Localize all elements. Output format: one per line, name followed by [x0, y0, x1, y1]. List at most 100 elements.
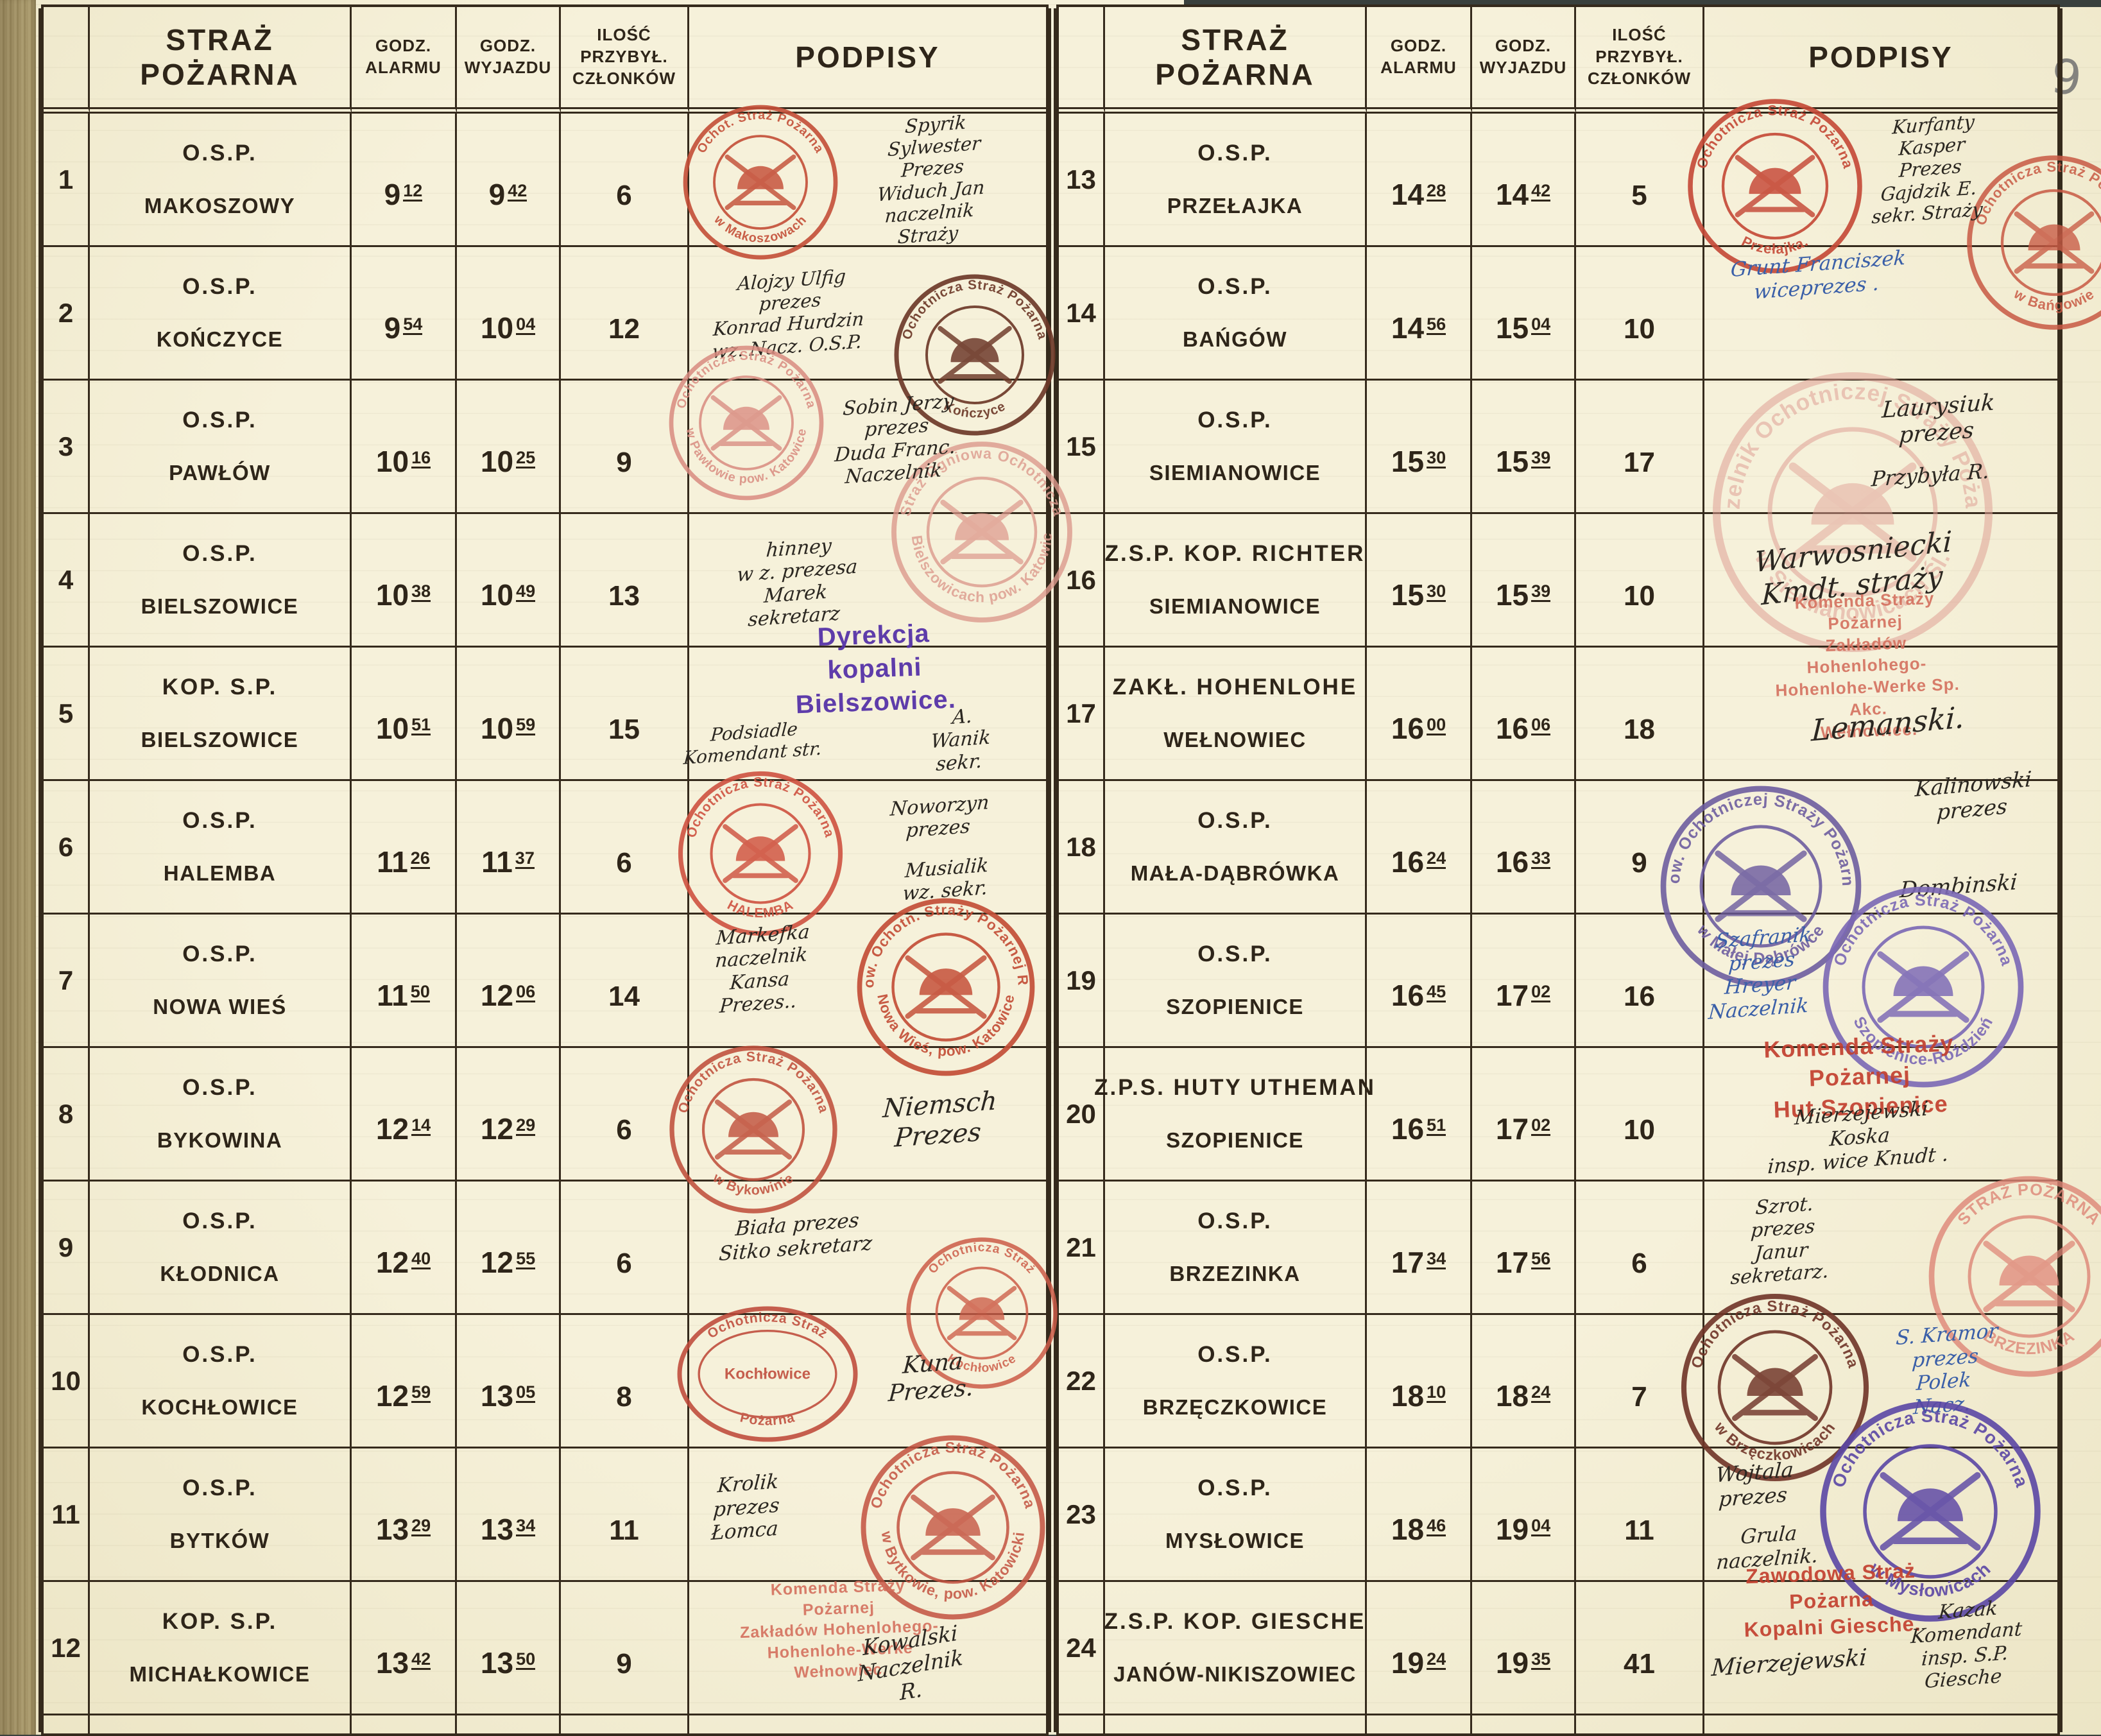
- brigade-name: O.S.P. SIEMIANOWICE: [1105, 381, 1367, 514]
- departure-hour: 19: [1496, 1512, 1529, 1547]
- departure-minutes: 05: [516, 1384, 535, 1403]
- row-number: 19: [1059, 915, 1105, 1048]
- departure-minutes: 56: [1531, 1250, 1550, 1269]
- brigade-type: KOP. S.P.: [162, 1609, 277, 1635]
- members-count: 9: [561, 1582, 689, 1715]
- brigade-type: O.S.P.: [182, 274, 257, 300]
- alarm-minutes: 59: [411, 1384, 431, 1403]
- alarm-hour: 13: [376, 1646, 409, 1680]
- departure-minutes: 42: [508, 182, 527, 202]
- departure-hour: 13: [481, 1379, 513, 1413]
- brigade-name: O.S.P. BRZĘCZKOWICE: [1105, 1315, 1367, 1448]
- row-number: 7: [44, 915, 90, 1048]
- signatures-cell: Ochotnicza Straż Pożarna w Bykowinie Nie…: [689, 1048, 1046, 1182]
- alarm-minutes: 45: [1427, 983, 1446, 1002]
- rubber-stamp-ring: Ochotnicza Straż Pożarna HALEMBA: [679, 771, 843, 935]
- departure-minutes: 02: [1531, 1117, 1550, 1136]
- brigade-type: O.S.P.: [182, 1075, 257, 1101]
- departure-hour: 14: [1496, 177, 1529, 212]
- empty-cell: [561, 1715, 689, 1733]
- alarm-minutes: 34: [1427, 1250, 1446, 1269]
- brigade-place: JANÓW-NIKISZOWIEC: [1113, 1662, 1357, 1687]
- brigade-type: O.S.P.: [182, 541, 257, 567]
- empty-cell: [689, 1715, 1046, 1733]
- row-number: 3: [44, 381, 90, 514]
- members-count: 11: [561, 1448, 689, 1582]
- brigade-place: SZOPIENICE: [1166, 995, 1304, 1019]
- alarm-minutes: 56: [1427, 316, 1446, 335]
- alarm-hour: 14: [1391, 177, 1424, 212]
- alarm-hour: 16: [1391, 845, 1424, 879]
- alarm-hour: 17: [1391, 1245, 1424, 1280]
- departure-minutes: 35: [1531, 1651, 1550, 1670]
- brigade-type: O.S.P.: [182, 808, 257, 834]
- svg-text:Ochotnicza Straż Pożarna: Ochotnicza Straż Pożarna: [1694, 102, 1857, 171]
- signatures-cell: Ochotnicza Straż Pożarna Szopienice-Roźd…: [1704, 915, 2057, 1048]
- alarm-hour: 15: [1391, 578, 1424, 612]
- alarm-minutes: 14: [411, 1117, 431, 1136]
- signatures-cell: Grunt Franciszek wiceprezes .: [1704, 247, 2057, 381]
- header-alarm: GODZ. ALARMU: [1367, 7, 1472, 114]
- brigade-type: O.S.P.: [182, 408, 257, 433]
- alarm-minutes: 51: [1427, 1117, 1446, 1136]
- signatures-cell: Ochotnicza Straż Pożarna Przełajka. Ocho…: [1704, 114, 2057, 247]
- alarm-minutes: 00: [1427, 716, 1446, 735]
- signature: Szafranik prezes Hreyer Naczelnik: [1708, 923, 1814, 1024]
- brigade-place: MICHAŁKOWICE: [130, 1662, 311, 1687]
- members-count: 10: [1576, 247, 1704, 381]
- brigade-place: BAŃGÓW: [1183, 327, 1287, 352]
- signature: Noworzyn prezes: [888, 791, 990, 844]
- signatures-cell: Naczelnik Ochotniczej Straży Pożarnej w …: [1704, 381, 2057, 514]
- alarm-hour: 16: [1391, 978, 1424, 1013]
- brigade-name: O.S.P. BAŃGÓW: [1105, 247, 1367, 381]
- book-edge: [0, 0, 36, 1735]
- brigade-place: KŁODNICA: [160, 1262, 279, 1286]
- members-count: 14: [561, 915, 689, 1048]
- departure-hour: 13: [481, 1512, 513, 1547]
- svg-text:Ochotnicza Straż Pożarna: Ochotnicza Straż Pożarna: [674, 348, 818, 410]
- departure-hour: 10: [481, 444, 513, 479]
- brigade-name: ZAKŁ. HOHENLOHE WEŁNOWIEC: [1105, 648, 1367, 781]
- departure-hour: 17: [1496, 978, 1529, 1013]
- signatures-cell: Ochotnicza Straż Pożarna w Bytkowie, pow…: [689, 1448, 1046, 1582]
- row-number: 22: [1059, 1315, 1105, 1448]
- rubber-stamp-oval: Ochotnicza Straż Pożarna Kochłowice: [678, 1307, 857, 1441]
- brigade-type: O.S.P.: [1197, 274, 1273, 300]
- brigade-place: BIELSZOWICE: [141, 728, 299, 752]
- header-count: ILOŚĆ PRZYBYŁ. CZŁONKÓW: [561, 7, 689, 114]
- empty-cell: [44, 1715, 90, 1733]
- row-number: 24: [1059, 1582, 1105, 1715]
- signatures-cell: Ochot. Straż Pożarna w Makoszowach Spyri…: [689, 114, 1046, 247]
- row-number: 10: [44, 1315, 90, 1448]
- signature: Wojtala prezes: [1713, 1458, 1794, 1513]
- departure-minutes: 29: [516, 1117, 535, 1136]
- empty-cell: [90, 1715, 352, 1733]
- alarm-minutes: 24: [1427, 850, 1446, 869]
- stamp-text: Dyrekcja kopalni Bielszowice.: [787, 615, 962, 721]
- alarm-minutes: 30: [1427, 583, 1446, 602]
- empty-cell: [1576, 1715, 1704, 1733]
- row-number: 13: [1059, 114, 1105, 247]
- brigade-type: O.S.P.: [1197, 1342, 1273, 1368]
- alarm-hour: 12: [376, 1379, 409, 1413]
- header-signatures: PODPISY: [689, 7, 1046, 114]
- brigade-type: Z.P.S. HUTY UTHEMAN: [1094, 1075, 1376, 1101]
- brigade-place: NOWA WIEŚ: [153, 995, 286, 1019]
- alarm-minutes: 50: [411, 983, 430, 1002]
- members-count: 13: [561, 514, 689, 648]
- table-left: STRAŻ POŻARNA GODZ. ALARMU GODZ. WYJAZDU…: [41, 4, 1049, 1736]
- signature: Biała prezes Sitko sekretarz: [718, 1208, 875, 1266]
- departure-minutes: 04: [1531, 316, 1550, 335]
